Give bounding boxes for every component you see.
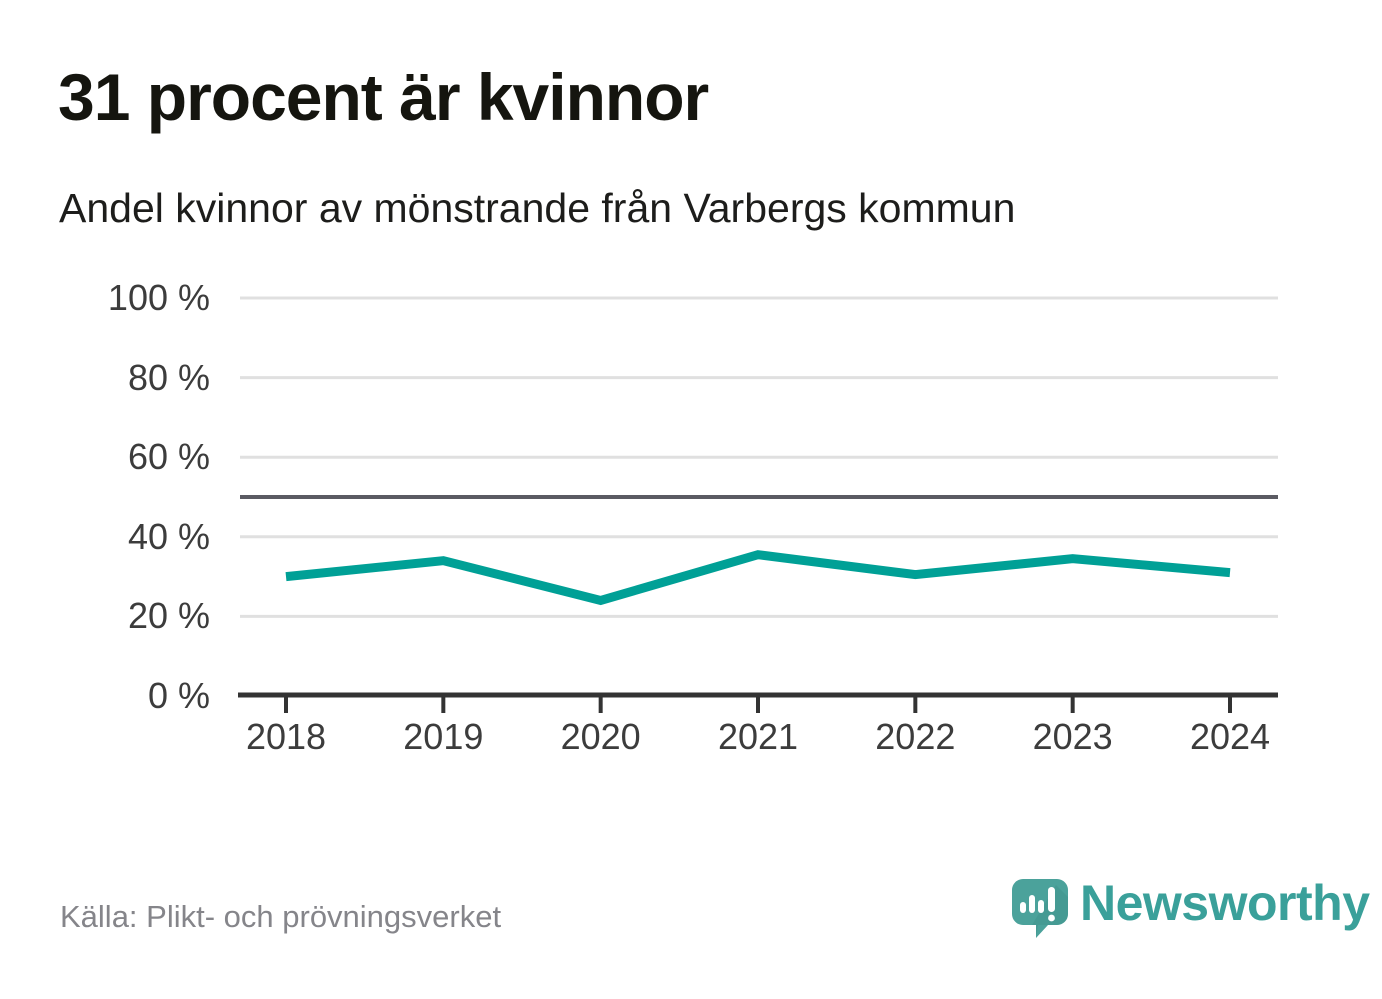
x-axis-tick-label: 2021 <box>717 716 799 757</box>
y-axis-tick-label: 20 % <box>127 595 210 637</box>
newsworthy-logo-icon <box>1012 879 1068 938</box>
logo-exclamation-dot <box>1048 914 1055 922</box>
gridlines <box>240 296 1278 618</box>
axis-layer <box>238 692 1278 713</box>
x-axis-tick-label: 2022 <box>875 716 956 757</box>
logo-exclamation-bar <box>1048 887 1055 912</box>
y-axis-tick-label: 40 % <box>127 515 210 557</box>
y-axis-tick-label: 80 % <box>127 356 210 398</box>
y-axis-tick-label: 0 % <box>147 675 210 716</box>
x-axis-tick-label: 2020 <box>560 716 641 757</box>
chart-subtitle: Andel kvinnor av mönstrande från Varberg… <box>59 185 1016 231</box>
y-axis-tick-label: 60 % <box>127 436 210 478</box>
x-axis-tick-label: 2024 <box>1189 716 1271 757</box>
x-axis-tick-label: 2019 <box>403 716 484 757</box>
source-label: Källa: Plikt- och prövningsverket <box>60 899 502 934</box>
series-layer <box>285 550 1231 606</box>
logo-bar-3 <box>1038 900 1044 913</box>
chart-title: 31 procent är kvinnor <box>58 60 709 134</box>
newsworthy-logo-text: Newsworthy <box>1080 875 1370 931</box>
logo-bar-2 <box>1029 895 1035 913</box>
x-axis-tick-label: 2018 <box>245 716 327 757</box>
logo-bar-1 <box>1020 902 1026 913</box>
x-axis-tick-label: 2023 <box>1032 716 1113 757</box>
y-axis-tick-label: 100 % <box>107 277 210 318</box>
trend-line <box>285 550 1231 606</box>
